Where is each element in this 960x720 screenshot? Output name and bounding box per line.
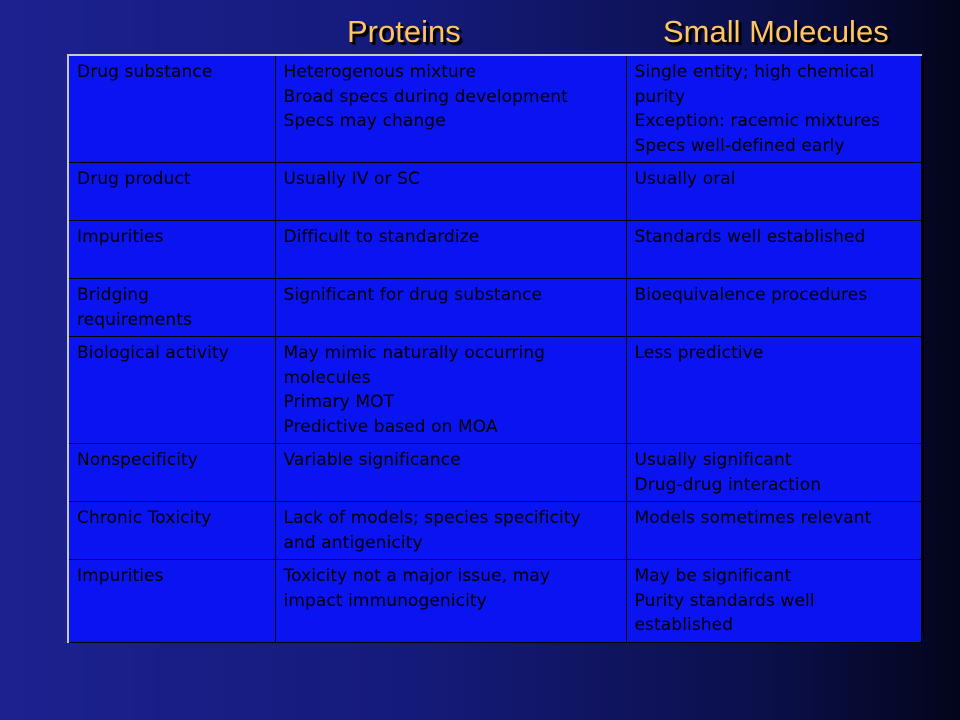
proteins-text: and antigenicity xyxy=(283,532,423,553)
small-molecules-text: May be significant xyxy=(634,566,792,586)
table-row-impurities-toxicity: Impurities Toxicity not a major issue, m… xyxy=(67,559,922,643)
proteins-text: Lack of models; species specificity xyxy=(283,508,581,528)
small-molecules-text: Standards well established xyxy=(634,227,866,247)
attribute-text: Bridging xyxy=(77,285,150,305)
small-molecules-text: Models sometimes relevant xyxy=(634,508,872,528)
attribute-cell: Nonspecificity xyxy=(67,443,276,502)
attribute-text: Drug product xyxy=(77,169,191,189)
small-molecules-cell: Standards well established xyxy=(625,220,922,279)
attribute-cell: Biological activity xyxy=(67,336,276,444)
small-molecules-text: Purity standards well xyxy=(634,590,815,611)
small-molecules-text: Usually oral xyxy=(634,169,736,189)
attribute-cell: Chronic Toxicity xyxy=(67,501,276,560)
proteins-text: molecules xyxy=(283,367,371,388)
small-molecules-column-heading: Small Molecules xyxy=(663,14,889,49)
proteins-text: Variable significance xyxy=(283,450,461,470)
small-molecules-text: Less predictive xyxy=(634,343,764,363)
attribute-cell: Impurities xyxy=(67,559,276,643)
small-molecules-text: purity xyxy=(634,86,686,107)
attribute-text: Drug substance xyxy=(77,62,213,82)
proteins-cell: Toxicity not a major issue, may impact i… xyxy=(274,559,627,643)
small-molecules-cell: Models sometimes relevant xyxy=(625,501,922,560)
small-molecules-cell: Single entity; high chemical purity Exce… xyxy=(625,54,922,163)
attribute-text: Impurities xyxy=(77,227,164,247)
proteins-text: Difficult to standardize xyxy=(283,227,480,247)
proteins-text: Primary MOT xyxy=(283,392,395,412)
small-molecules-cell: Bioequivalence procedures xyxy=(625,278,922,337)
proteins-cell: Heterogenous mixture Broad specs during … xyxy=(274,54,627,163)
table-row-chronic-toxicity: Chronic Toxicity Lack of models; species… xyxy=(67,501,922,560)
proteins-cell: Variable significance xyxy=(274,443,627,502)
proteins-cell: May mimic naturally occurring molecules … xyxy=(274,336,627,444)
small-molecules-text: established xyxy=(634,615,734,635)
proteins-text: Heterogenous mixture xyxy=(283,62,477,82)
proteins-text: Broad specs during development xyxy=(283,86,568,107)
proteins-text: impact immunogenicity xyxy=(283,590,487,611)
proteins-cell: Lack of models; species specificity and … xyxy=(274,501,627,560)
table-row-drug-substance: Drug substance Heterogenous mixture Broa… xyxy=(67,54,922,163)
small-molecules-cell: Usually significant Drug-drug interactio… xyxy=(625,443,922,502)
proteins-cell: Significant for drug substance xyxy=(274,278,627,337)
small-molecules-cell: Less predictive xyxy=(625,336,922,444)
comparison-table: Drug substance Heterogenous mixture Broa… xyxy=(67,54,922,643)
attribute-text: requirements xyxy=(77,309,192,330)
table-row-drug-product: Drug product Usually IV or SC Usually or… xyxy=(67,162,922,221)
attribute-text: Biological activity xyxy=(77,343,229,363)
proteins-column-heading: Proteins xyxy=(347,14,461,49)
small-molecules-cell: May be significant Purity standards well… xyxy=(625,559,922,643)
small-molecules-text: Usually significant xyxy=(634,450,792,470)
proteins-text: Toxicity not a major issue, may xyxy=(283,566,551,586)
proteins-text: Usually IV or SC xyxy=(283,169,421,189)
small-molecules-text: Bioequivalence procedures xyxy=(634,285,868,305)
small-molecules-text: Single entity; high chemical xyxy=(634,62,875,82)
proteins-text: May mimic naturally occurring xyxy=(283,343,546,363)
small-molecules-cell: Usually oral xyxy=(625,162,922,221)
attribute-cell: Drug product xyxy=(67,162,276,221)
attribute-cell: Bridging requirements xyxy=(67,278,276,337)
small-molecules-text: Specs well-defined early xyxy=(634,135,845,156)
attribute-text: Chronic Toxicity xyxy=(77,508,212,528)
proteins-text: Significant for drug substance xyxy=(283,285,543,305)
table-row-biological-activity: Biological activity May mimic naturally … xyxy=(67,336,922,444)
attribute-text: Nonspecificity xyxy=(77,450,198,470)
proteins-cell: Usually IV or SC xyxy=(274,162,627,221)
proteins-text: Predictive based on MOA xyxy=(283,416,498,437)
attribute-text: Impurities xyxy=(77,566,164,586)
small-molecules-text: Drug-drug interaction xyxy=(634,474,822,495)
proteins-cell: Difficult to standardize xyxy=(274,220,627,279)
table-row-nonspecificity: Nonspecificity Variable significance Usu… xyxy=(67,443,922,502)
proteins-text: Specs may change xyxy=(283,111,446,131)
table-row-bridging-requirements: Bridging requirements Significant for dr… xyxy=(67,278,922,337)
table-row-impurities: Impurities Difficult to standardize Stan… xyxy=(67,220,922,279)
small-molecules-text: Exception: racemic mixtures xyxy=(634,111,880,131)
attribute-cell: Drug substance xyxy=(67,54,276,163)
attribute-cell: Impurities xyxy=(67,220,276,279)
